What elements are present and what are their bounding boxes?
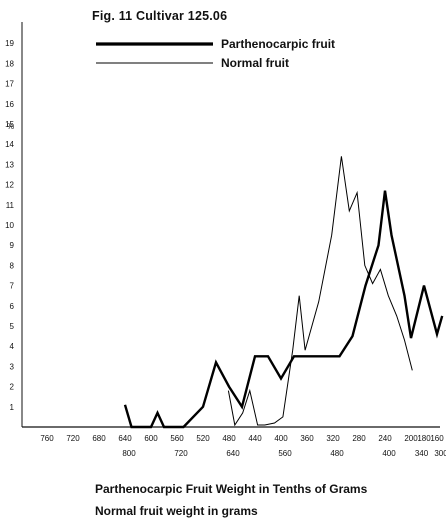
x-tick-label-primary: 480 [222, 434, 236, 443]
y-tick-label: 7 [10, 282, 15, 291]
x-tick-label-primary: 760 [40, 434, 54, 443]
figure-title: Fig. 11 Cultivar 125.06 [92, 9, 228, 23]
x-axis-label-primary: Parthenocarpic Fruit Weight in Tenths of… [95, 482, 368, 496]
x-tick-label-primary: 240 [378, 434, 392, 443]
y-axis-label: % [7, 122, 14, 131]
x-tick-label-secondary: 400 [382, 449, 396, 458]
y-tick-label: 18 [5, 59, 14, 68]
x-tick-label-primary: 600 [144, 434, 158, 443]
y-tick-label: 11 [6, 201, 15, 210]
y-tick-label: 2 [10, 383, 15, 392]
y-tick-label: 8 [10, 261, 15, 270]
x-axis-label-secondary: Normal fruit weight in grams [95, 504, 258, 518]
x-tick-label-secondary: 300 [434, 449, 446, 458]
y-tick-label: 15 [5, 120, 14, 129]
series-line-normal [227, 156, 413, 427]
y-tick-label: 4 [10, 342, 15, 351]
chart-axes [21, 22, 440, 428]
y-tick-label: 13 [5, 160, 14, 169]
x-tick-label-primary: 400 [274, 434, 288, 443]
x-tick-label-primary: 560 [170, 434, 184, 443]
y-tick-label: 9 [10, 241, 15, 250]
x-tick-label-primary: 360 [300, 434, 314, 443]
x-tick-label-primary: 680 [92, 434, 106, 443]
legend-label: Normal fruit [221, 56, 289, 70]
chart-series [123, 156, 444, 429]
y-tick-label: 12 [5, 181, 14, 190]
series-line-parthenocarpic [123, 190, 444, 429]
x-tick-label-secondary: 560 [278, 449, 292, 458]
x-tick-label-primary: 640 [118, 434, 132, 443]
x-tick-label-primary: 200 [404, 434, 418, 443]
y-tick-label: 14 [5, 140, 14, 149]
y-tick-label: 6 [10, 302, 15, 311]
y-tick-label: 10 [5, 221, 14, 230]
chart-legend: Parthenocarpic fruit Normal fruit [96, 37, 335, 70]
legend-label: Parthenocarpic fruit [221, 37, 335, 51]
y-tick-label: 19 [5, 39, 14, 48]
y-tick-label: 16 [5, 100, 14, 109]
x-tick-label-secondary: 640 [226, 449, 240, 458]
x-tick-label-primary: 180 [417, 434, 431, 443]
x-tick-label-secondary: 340 [415, 449, 429, 458]
x-axis-ticks: 760 720 680 640 600 560 520 480 440 400 360 320 280 2… [40, 434, 446, 458]
x-tick-label-secondary: 800 [122, 449, 136, 458]
x-tick-label-primary: 520 [196, 434, 210, 443]
x-tick-label-secondary: 480 [330, 449, 344, 458]
y-tick-label: 17 [5, 80, 14, 89]
y-tick-label: 5 [10, 322, 15, 331]
y-tick-label: 1 [10, 403, 15, 412]
x-tick-label-primary: 320 [326, 434, 340, 443]
x-tick-label-primary: 720 [66, 434, 80, 443]
y-tick-label: 3 [10, 362, 15, 371]
x-tick-label-secondary: 720 [174, 449, 188, 458]
x-tick-label-primary: 440 [248, 434, 262, 443]
x-tick-label-primary: 160 [430, 434, 444, 443]
x-tick-label-primary: 280 [352, 434, 366, 443]
